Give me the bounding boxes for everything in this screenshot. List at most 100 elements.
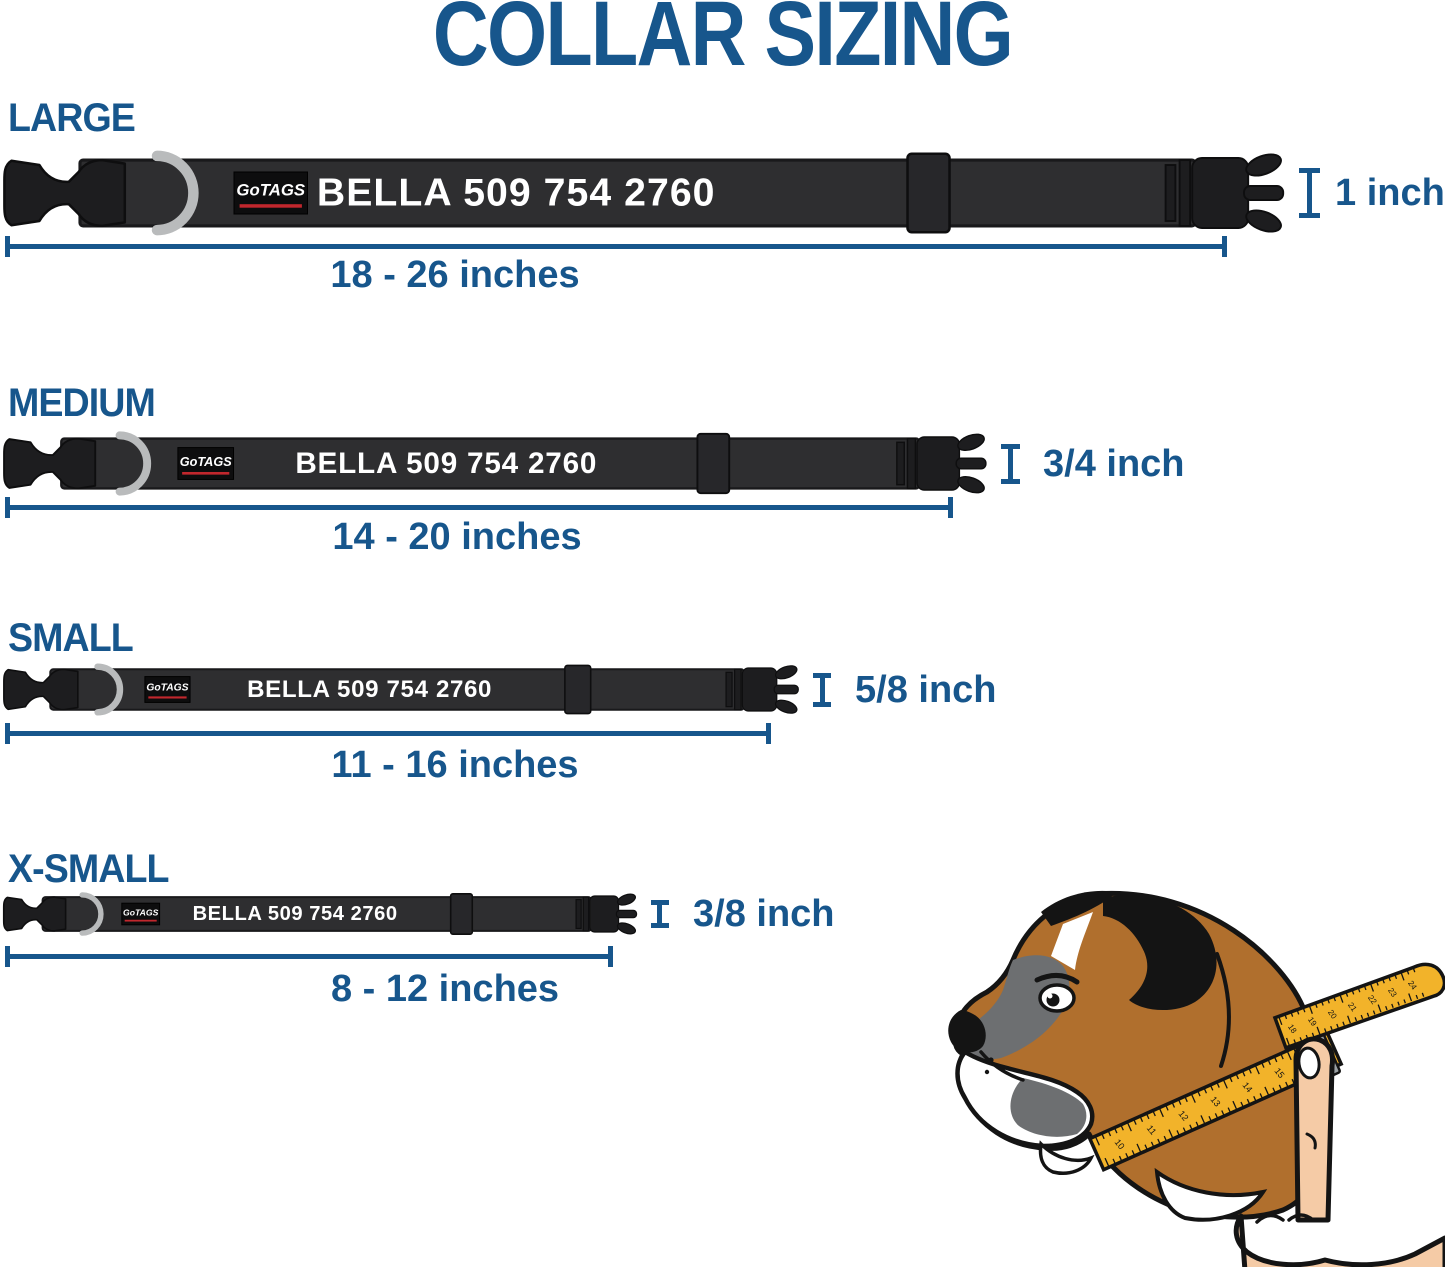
tape-tick — [1222, 1079, 1228, 1089]
tape-tick — [1208, 1115, 1212, 1122]
tape-tick — [1120, 1125, 1124, 1131]
width-label-small: 5/8 inch — [855, 668, 997, 711]
tape-tick — [1280, 1054, 1284, 1060]
tape-tick — [1261, 1062, 1265, 1068]
length-range-label-small: 11 - 16 inches — [331, 744, 579, 786]
collar-buckle-male — [896, 433, 987, 494]
tape-tick — [1171, 1102, 1176, 1108]
dog-chest-patch — [1154, 1167, 1268, 1222]
tape-tick — [1293, 1039, 1297, 1044]
tape-tick — [1285, 1081, 1289, 1087]
tape-tick — [1178, 1099, 1182, 1105]
tape-number: 12 — [1176, 1109, 1190, 1123]
tape-tick — [1259, 1093, 1263, 1099]
collar-buckle-male — [725, 665, 799, 714]
tape-tick — [1200, 1115, 1206, 1124]
collar-print-text: BELLA 509 754 2760 — [295, 447, 597, 480]
tape-tick — [1214, 1113, 1219, 1119]
knuckle-crease — [1255, 1213, 1285, 1224]
measure-line-tick-right — [766, 723, 771, 744]
tape-tick — [1357, 988, 1361, 993]
tape-tick — [1101, 1133, 1105, 1140]
tape-tick — [1182, 1127, 1187, 1133]
size-label-xsmall: X-SMALL — [8, 847, 169, 891]
dog-far-ear — [1041, 890, 1117, 926]
brand-patch-label: GoTAGS — [123, 908, 159, 918]
collar-graphic-medium: GoTAGS BELLA 509 754 2760 — [3, 431, 987, 496]
tape-tick — [1296, 1010, 1300, 1015]
tape-tick — [1144, 1144, 1148, 1150]
tape-tick — [1302, 1008, 1306, 1013]
tape-tick — [1227, 1107, 1231, 1113]
tape-tick — [1408, 993, 1413, 1002]
tape-number: 14 — [1240, 1080, 1254, 1094]
tape-tick — [1336, 1023, 1339, 1028]
measure-line-bar — [5, 954, 613, 959]
tape-tick — [1377, 1004, 1382, 1013]
collar-slider — [449, 893, 474, 935]
tape-tick — [1253, 1096, 1257, 1102]
tape-tick — [1150, 1141, 1155, 1147]
tape-tick — [1327, 999, 1330, 1004]
tape-tick — [1333, 997, 1337, 1002]
tape-tick — [1421, 992, 1425, 997]
gauge-stem — [657, 900, 663, 928]
tape-tick — [1240, 1101, 1244, 1107]
dog-chin — [1038, 1140, 1095, 1175]
gauge-stem — [819, 672, 825, 707]
tape-tick — [1366, 1012, 1370, 1017]
tape-tick — [1323, 1028, 1327, 1033]
tape-tick — [1168, 1129, 1174, 1139]
tape-tick — [1286, 1051, 1292, 1061]
gauge-stem — [1008, 443, 1014, 484]
tape-tick — [1406, 970, 1410, 975]
tape-tick — [1363, 985, 1367, 991]
tape-tick — [1127, 1122, 1132, 1132]
measure-line-tick-left — [5, 723, 10, 744]
tape-tick — [1400, 972, 1405, 981]
tape-tick — [1385, 1005, 1388, 1011]
collar-buckle-female — [3, 158, 127, 228]
finger-crease — [1305, 1132, 1317, 1150]
tape-tick — [1330, 1025, 1333, 1031]
boxer-head — [948, 890, 1326, 1222]
tape-tick — [1095, 1136, 1100, 1146]
tape-tick — [1232, 1100, 1238, 1110]
collar-graphic-xsmall: GoTAGS BELLA 509 754 2760 — [2, 892, 638, 936]
tape-tick — [1104, 1157, 1110, 1167]
tape-tick — [1163, 1135, 1167, 1141]
brand-patch-label: GoTAGS — [180, 454, 233, 469]
brand-patch: GoTAGS — [121, 902, 161, 926]
tape-tick — [1351, 990, 1355, 995]
tape-tick — [1118, 1155, 1123, 1161]
tape-tick — [1321, 1001, 1324, 1006]
collar-d-ring — [79, 892, 104, 936]
tape-tick — [1285, 1037, 1290, 1046]
tape-tick — [1311, 1032, 1315, 1037]
tape-tick — [1354, 1017, 1358, 1022]
tape-tick — [1360, 1014, 1364, 1020]
muzzle-dot — [984, 1069, 990, 1075]
tape-tick — [1347, 1015, 1352, 1024]
measure-line-tick-right — [1222, 236, 1227, 257]
length-range-label-large: 18 - 26 inches — [330, 254, 580, 296]
size-label-medium: MEDIUM — [8, 381, 156, 425]
measure-line-tick-left — [5, 497, 10, 518]
tape-tick — [1114, 1128, 1118, 1134]
length-range-label-medium: 14 - 20 inches — [332, 516, 582, 558]
tape-tick — [1267, 1059, 1271, 1066]
dog-jowl-gray — [1010, 1078, 1087, 1137]
collar-buckle-female — [2, 896, 67, 932]
collar-print-text: BELLA 509 754 2760 — [193, 903, 398, 925]
width-label-medium: 3/4 inch — [1043, 442, 1185, 485]
fingernail — [1297, 1046, 1321, 1080]
dog-eyebrow — [1034, 973, 1080, 985]
tape-tick — [1264, 1086, 1270, 1096]
tape-number: 15 — [1272, 1066, 1286, 1080]
dog-ear — [1103, 895, 1217, 1011]
gauge-cap-bottom — [651, 923, 669, 928]
tape-tick — [1189, 1124, 1193, 1130]
